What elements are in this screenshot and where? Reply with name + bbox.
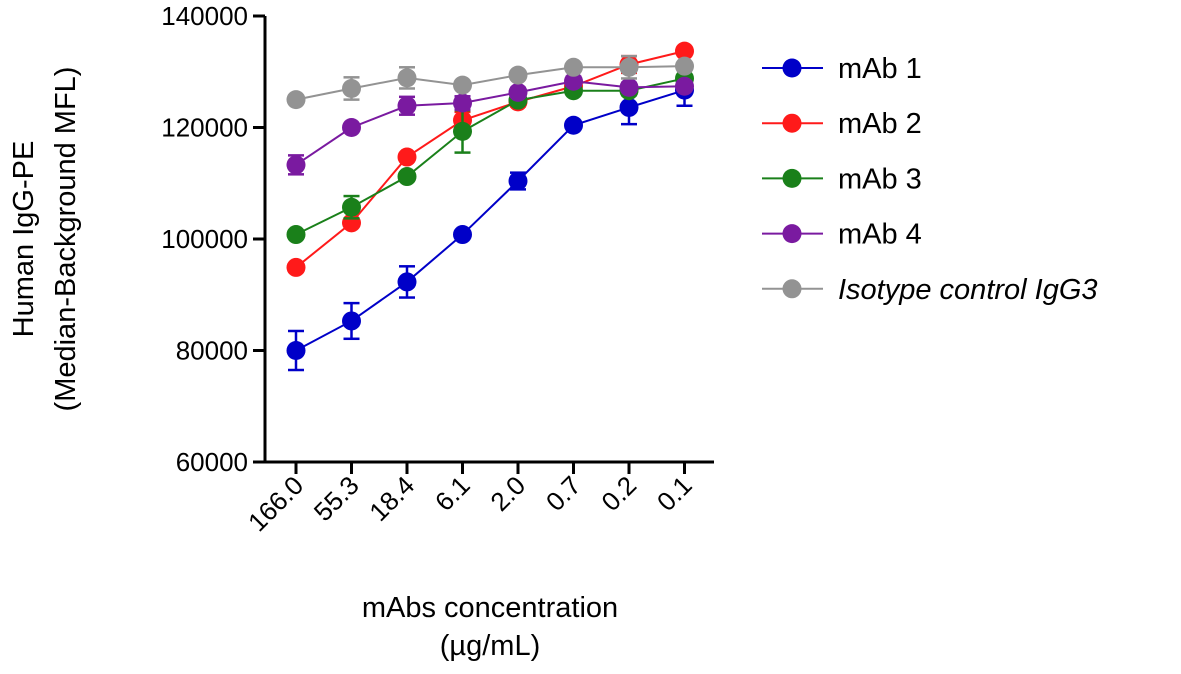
data-point	[397, 167, 417, 187]
data-point	[619, 77, 639, 97]
legend-label: mAb 1	[838, 53, 922, 85]
y-tick-label: 120000	[161, 113, 248, 143]
data-point	[286, 90, 306, 110]
data-point	[342, 118, 361, 137]
series-line	[295, 89, 685, 352]
data-point	[286, 155, 306, 175]
series-4	[286, 54, 694, 110]
x-tick-label: 0.2	[595, 470, 642, 517]
data-point	[286, 341, 306, 360]
legend-entry: mAb 3	[762, 163, 922, 195]
data-point	[675, 41, 694, 61]
series	[286, 41, 694, 372]
data-point	[453, 75, 472, 95]
x-ticks: 166.055.318.4 6.1 2.0 0.7 0.2 0.1	[242, 462, 698, 537]
data-point	[453, 121, 472, 141]
x-tick-label: 18.4	[363, 470, 420, 527]
y-tick-label: 60000	[176, 447, 248, 477]
y-axis-title-line-1: Human IgG-PE	[8, 141, 40, 338]
data-point	[342, 311, 361, 331]
y-tick-label: 100000	[161, 224, 248, 254]
data-point	[397, 68, 417, 88]
data-point	[675, 76, 694, 96]
data-point	[675, 56, 694, 76]
legend-label: Isotype control IgG3	[838, 274, 1098, 306]
data-point	[453, 93, 472, 113]
legend-swatch-marker	[782, 279, 802, 299]
y-tick-label: 140000	[161, 1, 248, 31]
x-tick-label: 166.0	[242, 470, 309, 537]
y-ticks: 60000 80000 100000 120000 140000	[161, 1, 265, 477]
data-point	[508, 171, 528, 191]
series-3	[286, 71, 694, 176]
data-point	[453, 225, 472, 245]
legend-entry: mAb 2	[762, 108, 922, 140]
x-tick-label: 6.1	[429, 470, 476, 517]
legend-entry: Isotype control IgG3	[762, 274, 1098, 306]
data-point	[397, 147, 417, 167]
y-axis-title-line-2: (Median-Background MFL)	[50, 67, 82, 412]
data-point	[564, 115, 583, 135]
legend-label: mAb 4	[838, 219, 922, 251]
legend-swatch-marker	[782, 168, 802, 188]
legend-label: mAb 3	[838, 163, 922, 195]
x-tick-label: 0.1	[651, 470, 698, 517]
legend-swatch-marker	[782, 224, 802, 244]
x-tick-label: 2.0	[484, 470, 531, 517]
data-point	[342, 78, 361, 98]
data-point	[564, 71, 583, 91]
data-point	[619, 57, 639, 77]
legend-swatch-marker	[782, 113, 802, 133]
data-point	[619, 97, 639, 117]
legend-label: mAb 2	[838, 108, 922, 140]
legend: mAb 1 mAb 2 mAb 3 mAb 4 Isotype control IgG3	[762, 53, 1098, 306]
data-point	[286, 257, 306, 277]
data-point	[286, 225, 306, 245]
data-point	[397, 96, 417, 116]
data-point	[564, 57, 583, 77]
data-point	[342, 197, 361, 217]
data-point	[508, 82, 528, 102]
legend-swatch-marker	[782, 58, 802, 78]
legend-entry: mAb 1	[762, 53, 922, 85]
x-axis-title-line-2: (µg/mL)	[440, 630, 541, 662]
x-tick-label: 55.3	[308, 470, 365, 527]
data-point	[397, 272, 417, 292]
legend-entry: mAb 4	[762, 219, 922, 251]
y-tick-label: 80000	[176, 336, 248, 366]
x-axis-title-line-1: mAbs concentration	[362, 592, 618, 624]
data-point	[508, 65, 528, 85]
x-tick-label: 0.7	[540, 470, 587, 517]
